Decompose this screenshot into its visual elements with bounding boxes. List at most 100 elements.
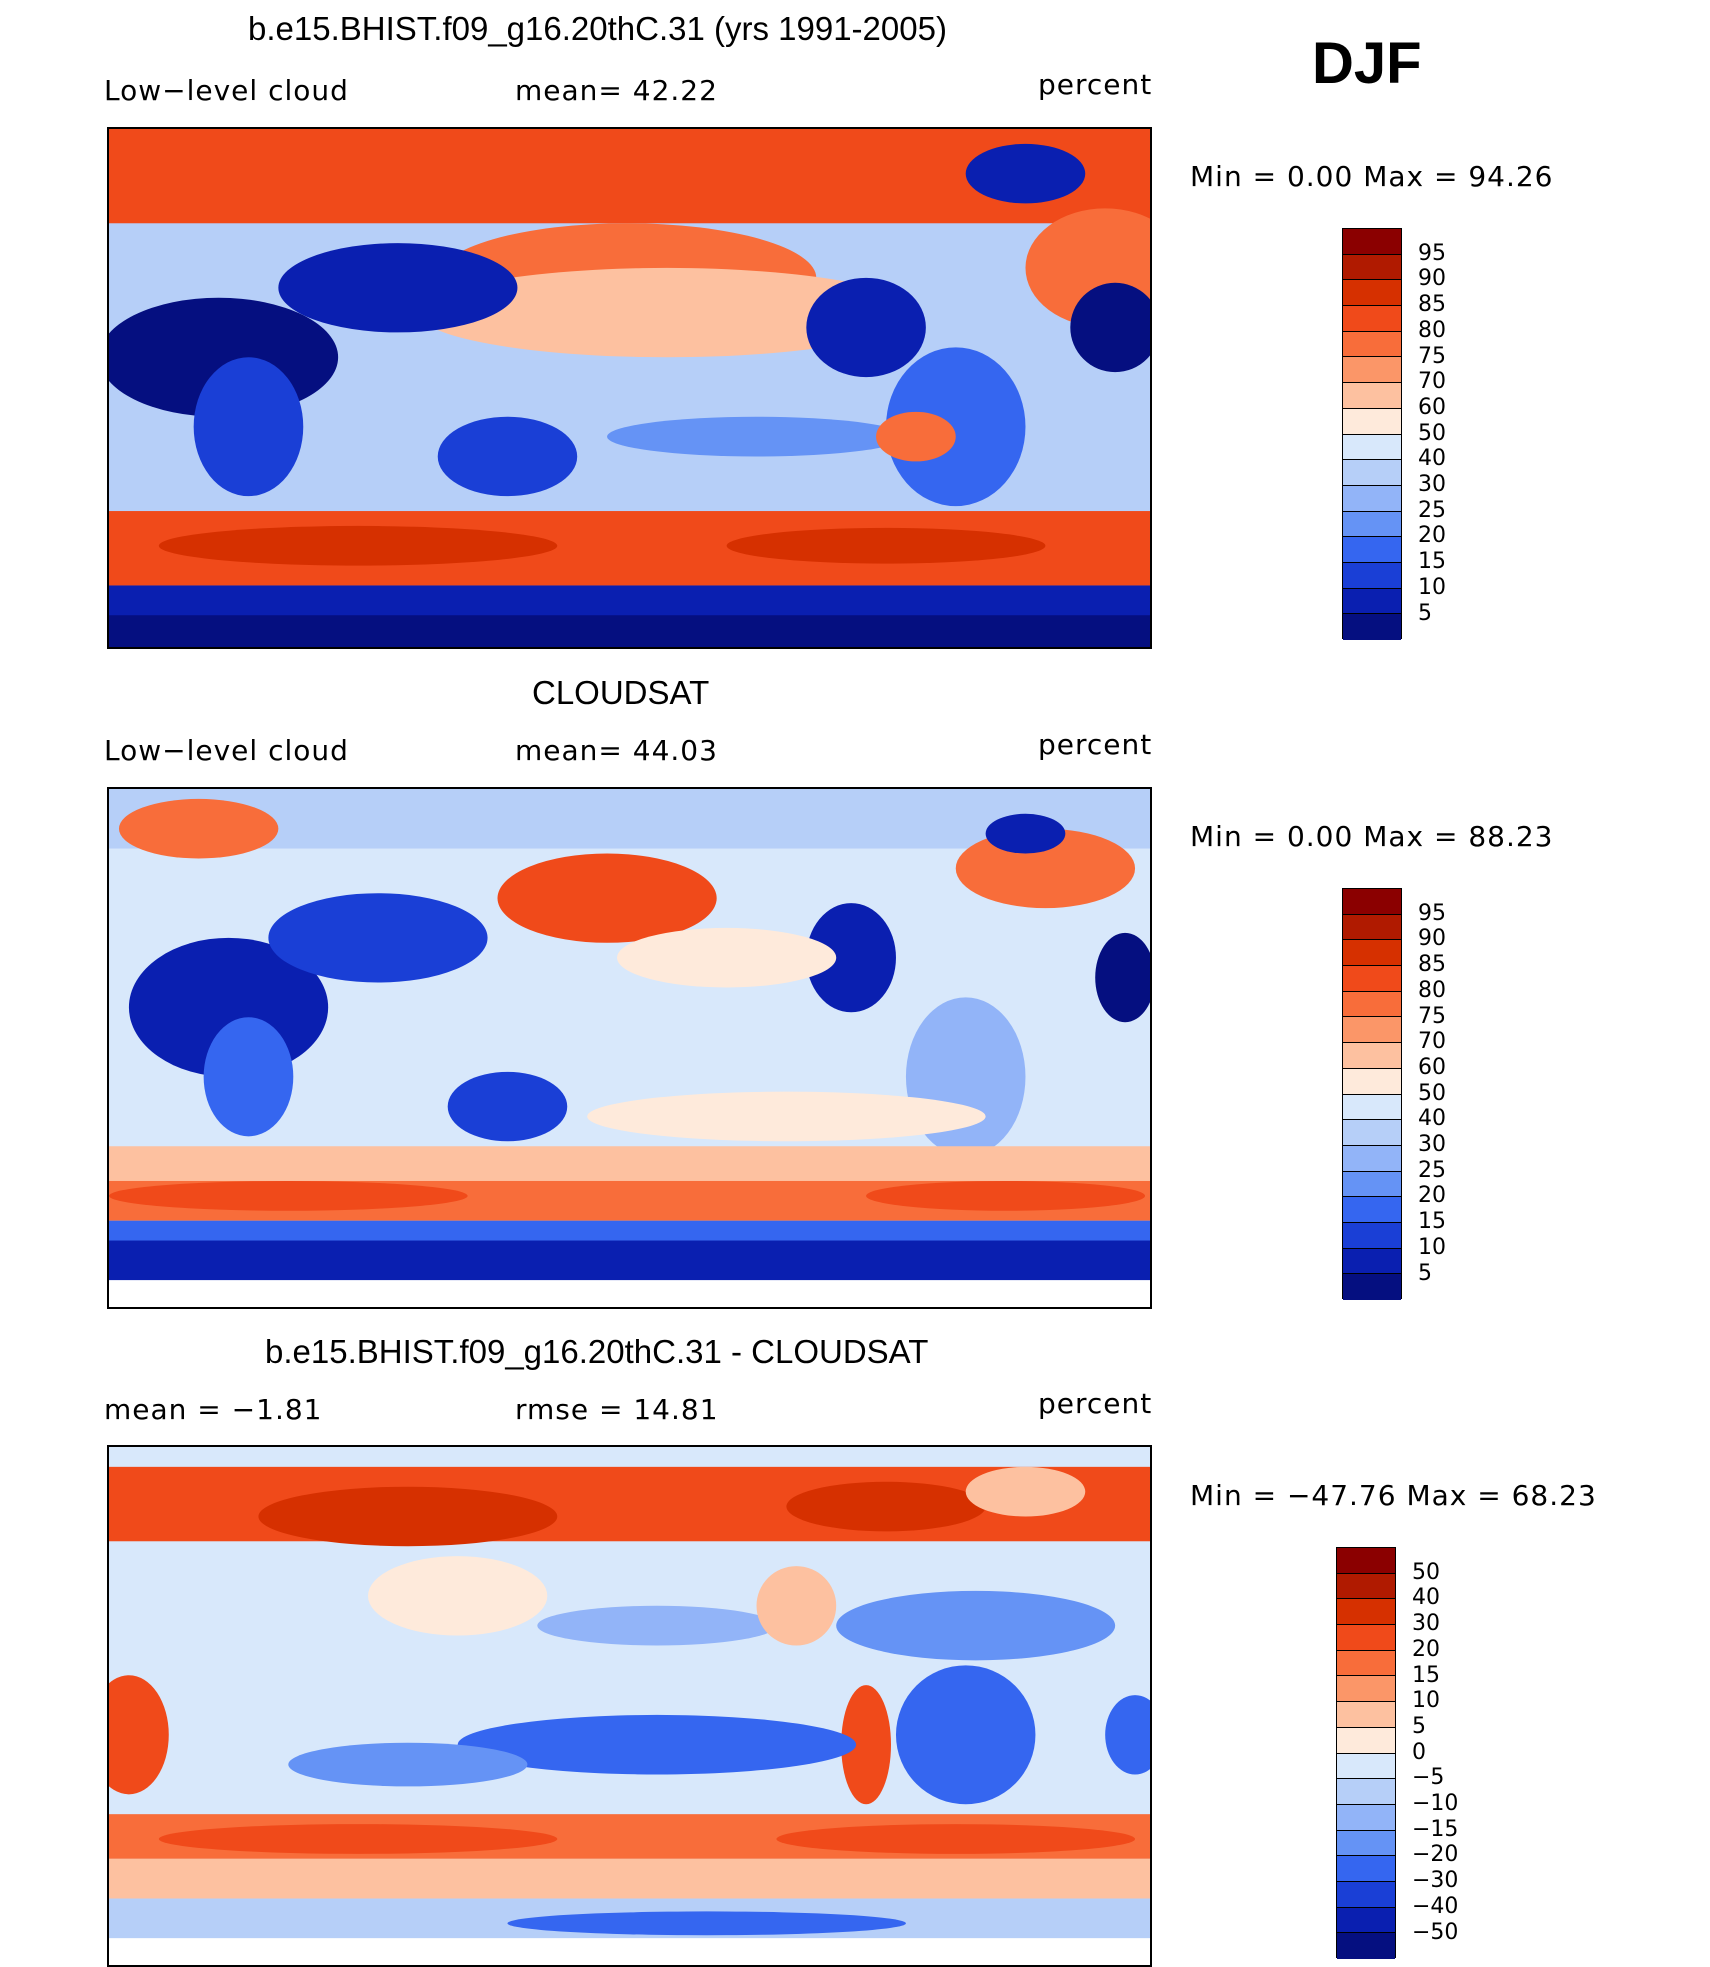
panel1-colorbar-swatch — [1343, 331, 1401, 358]
panel3-colorbar-label: −10 — [1412, 1791, 1459, 1816]
panel1-colorbar-label: 40 — [1418, 446, 1446, 472]
panel1-colorbar-swatch — [1343, 588, 1401, 615]
panel3-colorbar-label: 5 — [1412, 1713, 1426, 1739]
panel1-colorbar-label: 75 — [1418, 343, 1446, 369]
panel2-colorbar-label: 85 — [1418, 952, 1446, 978]
panel1-variable-label: Low−level cloud — [104, 74, 349, 107]
panel1-colorbar-label: 5 — [1418, 600, 1432, 626]
panel2-colorbar-swatch — [1343, 914, 1401, 941]
panel2-colorbar-swatch — [1343, 1222, 1401, 1249]
panel2-colorbar-label: 10 — [1418, 1234, 1446, 1260]
panel1-colorbar-label: 50 — [1418, 420, 1446, 446]
panel1-colorbar-swatch — [1343, 562, 1401, 589]
panel1-colorbar-label: 20 — [1418, 523, 1446, 549]
panel2-colorbar-swatch — [1343, 1274, 1401, 1300]
panel3-minmax-label: Min = −47.76 Max = 68.23 — [1190, 1479, 1597, 1512]
panel2-colorbar-label: 75 — [1418, 1003, 1446, 1029]
panel1-colorbar-swatch — [1343, 511, 1401, 538]
panel3-colorbar-swatch — [1337, 1625, 1395, 1651]
panel2-colorbar-swatch — [1343, 1171, 1401, 1198]
panel3-title: b.e15.BHIST.f09_g16.20thC.31 - CLOUDSAT — [265, 1333, 929, 1370]
panel2-minmax-label: Min = 0.00 Max = 88.23 — [1190, 820, 1554, 853]
panel3-map — [107, 1445, 1152, 1967]
panel2-colorbar-swatch — [1343, 1043, 1401, 1069]
panel1-map — [107, 127, 1152, 649]
panel2-colorbar-swatch — [1343, 889, 1401, 915]
panel2-colorbar-label: 50 — [1418, 1080, 1446, 1106]
panel1-colorbar-swatch — [1343, 434, 1401, 461]
panel3-colorbar-swatch — [1337, 1573, 1395, 1600]
panel2-colorbar-swatch — [1343, 1145, 1401, 1172]
panel3-colorbar-label: 50 — [1412, 1559, 1440, 1585]
panel3-colorbar-label: −30 — [1412, 1868, 1459, 1894]
panel2-colorbar-label: 60 — [1418, 1054, 1446, 1080]
panel3-colorbar-swatch — [1337, 1676, 1395, 1703]
panel1-colorbar-label: 85 — [1418, 292, 1446, 318]
panel1-colorbar-swatch — [1343, 229, 1401, 255]
panel3-colorbar-swatch — [1337, 1907, 1395, 1934]
panel2-colorbar — [1342, 888, 1402, 1300]
panel1-colorbar-label: 90 — [1418, 266, 1446, 292]
panel1-minmax-label: Min = 0.00 Max = 94.26 — [1190, 160, 1554, 193]
panel3-colorbar-label: 10 — [1412, 1688, 1440, 1714]
panel3-colorbar-label: 40 — [1412, 1585, 1440, 1611]
panel2-colorbar-label: 5 — [1418, 1260, 1432, 1286]
panel1-colorbar-swatch — [1343, 537, 1401, 563]
panel1-colorbar-swatch — [1343, 614, 1401, 640]
panel1-colorbar-swatch — [1343, 357, 1401, 384]
panel2-colorbar-swatch — [1343, 1068, 1401, 1095]
panel2-map — [107, 787, 1152, 1309]
panel3-colorbar-swatch — [1337, 1933, 1395, 1959]
season-label: DJF — [1312, 31, 1422, 96]
panel3-colorbar-swatch — [1337, 1881, 1395, 1908]
panel2-colorbar-swatch — [1343, 1017, 1401, 1044]
panel2-colorbar-swatch — [1343, 1197, 1401, 1223]
panel1-colorbar-swatch — [1343, 280, 1401, 307]
panel3-rmse-label: rmse = 14.81 — [515, 1393, 719, 1426]
panel1-colorbar-swatch — [1343, 485, 1401, 512]
panel2-mean-label: mean= 44.03 — [515, 734, 718, 767]
panel2-colorbar-swatch — [1343, 940, 1401, 967]
panel1-colorbar-swatch — [1343, 383, 1401, 409]
panel2-variable-label: Low−level cloud — [104, 734, 349, 767]
panel1-colorbar-label: 95 — [1418, 240, 1446, 266]
panel3-colorbar — [1336, 1547, 1396, 1959]
panel1-colorbar-label: 30 — [1418, 472, 1446, 497]
panel3-colorbar-label: −20 — [1412, 1842, 1459, 1868]
panel2-colorbar-swatch — [1343, 991, 1401, 1018]
panel3-units-label: percent — [1038, 1387, 1153, 1420]
panel1-colorbar-swatch — [1343, 254, 1401, 281]
panel2-units-label: percent — [1038, 728, 1153, 761]
panel2-colorbar-label: 80 — [1418, 977, 1446, 1003]
panel1-colorbar-label: 80 — [1418, 317, 1446, 343]
panel2-colorbar-label: 40 — [1418, 1106, 1446, 1132]
panel3-colorbar-swatch — [1337, 1599, 1395, 1626]
panel2-colorbar-swatch — [1343, 966, 1401, 992]
panel1-colorbar-label: 10 — [1418, 574, 1446, 600]
panel3-colorbar-swatch — [1337, 1856, 1395, 1882]
panel3-colorbar-swatch — [1337, 1830, 1395, 1857]
panel2-title: CLOUDSAT — [532, 674, 710, 711]
panel2-colorbar-label: 25 — [1418, 1157, 1446, 1183]
panel2-colorbar-label: 30 — [1418, 1132, 1446, 1157]
panel2-colorbar-label: 70 — [1418, 1029, 1446, 1055]
panel3-colorbar-label: 15 — [1412, 1662, 1440, 1688]
panel1-colorbar-label: 70 — [1418, 369, 1446, 395]
panel1-colorbar-label: 25 — [1418, 497, 1446, 523]
panel3-colorbar-label: −5 — [1412, 1765, 1445, 1791]
panel1-mean-label: mean= 42.22 — [515, 74, 718, 107]
panel1-colorbar-label: 15 — [1418, 549, 1446, 575]
panel3-colorbar-swatch — [1337, 1779, 1395, 1805]
panel3-colorbar-swatch — [1337, 1727, 1395, 1754]
panel1-colorbar-swatch — [1343, 460, 1401, 486]
panel1-colorbar — [1342, 228, 1402, 640]
panel3-colorbar-swatch — [1337, 1650, 1395, 1677]
panel2-colorbar-swatch — [1343, 1248, 1401, 1275]
panel3-colorbar-label: −15 — [1412, 1816, 1459, 1842]
panel3-colorbar-label: −50 — [1412, 1919, 1459, 1945]
panel1-colorbar-swatch — [1343, 408, 1401, 435]
panel2-colorbar-label: 90 — [1418, 926, 1446, 952]
panel3-colorbar-label: 30 — [1412, 1611, 1440, 1637]
panel3-colorbar-label: −40 — [1412, 1893, 1459, 1919]
panel3-colorbar-swatch — [1337, 1804, 1395, 1831]
